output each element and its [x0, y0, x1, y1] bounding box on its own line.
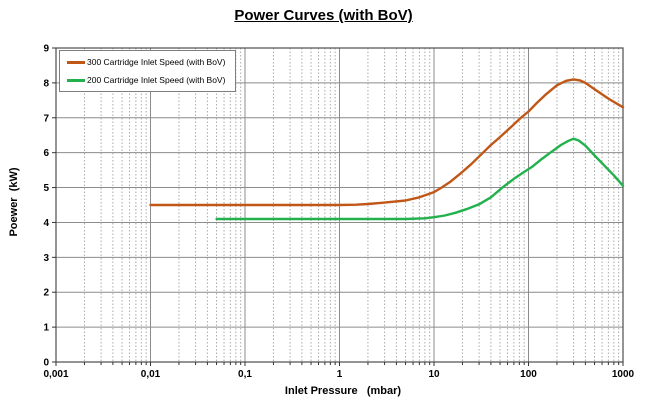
y-tick-label: 4 — [43, 218, 49, 229]
legend: 300 Cartridge Inlet Speed (with BoV) 200… — [59, 50, 237, 92]
x-tick-label: 10 — [428, 369, 440, 380]
series-line-300 — [149, 78, 625, 207]
y-axis-label: Poewer (kW) — [8, 167, 20, 237]
axis-ticks — [52, 47, 624, 366]
y-tick-label: 5 — [43, 183, 49, 194]
series-200-line-swatch — [67, 78, 85, 82]
x-tick-label: 1000 — [612, 369, 635, 380]
series-line-200 — [215, 137, 625, 221]
x-tick-label: 1 — [337, 369, 343, 380]
series-300-line-swatch — [67, 60, 85, 64]
x-tick-label: 100 — [520, 369, 537, 380]
tick-labels: 0,001 0,01 0,1 1 10 100 1000 0 1 2 3 4 5 6 7 8 9 — [43, 44, 634, 381]
y-tick-label: 9 — [43, 44, 49, 55]
horizontal-gridlines — [56, 82, 623, 328]
y-tick-label: 0 — [43, 358, 49, 369]
x-axis-label: Inlet Pressure (mbar) — [284, 385, 402, 397]
legend-item-300: 300 Cartridge Inlet Speed (with BoV) — [67, 57, 225, 67]
legend-label-200: 200 Cartridge Inlet Speed (with BoV) — [87, 75, 226, 85]
y-tick-label: 1 — [43, 323, 49, 334]
legend-label-300: 300 Cartridge Inlet Speed (with BoV) — [87, 57, 226, 67]
y-tick-label: 3 — [43, 253, 49, 264]
x-tick-label: 0,001 — [43, 369, 68, 380]
y-tick-label: 2 — [43, 288, 49, 299]
y-tick-label: 7 — [43, 113, 49, 124]
legend-item-200: 200 Cartridge Inlet Speed (with BoV) — [67, 75, 225, 85]
chart-title: Power Curves (with BoV) — [234, 7, 413, 24]
y-tick-label: 8 — [43, 78, 49, 89]
y-tick-label: 6 — [43, 148, 49, 159]
x-tick-label: 0,01 — [141, 369, 161, 380]
x-tick-label: 0,1 — [238, 369, 252, 380]
